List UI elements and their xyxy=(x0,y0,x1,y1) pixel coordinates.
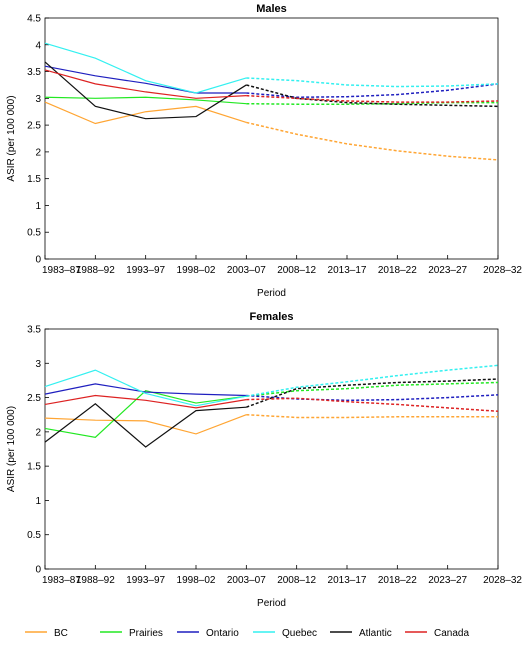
x-tick-label: 1998–02 xyxy=(177,575,216,586)
plot-frame xyxy=(44,328,499,570)
x-tick-label: 2023–27 xyxy=(428,575,467,586)
series-line-bc-projected xyxy=(246,121,499,161)
x-tick-label: 1993–97 xyxy=(126,265,165,276)
y-tick-label: 0.5 xyxy=(27,530,41,541)
x-tick-label: 2028–32 xyxy=(483,265,522,276)
series-line-ontario-observed xyxy=(44,383,247,397)
y-tick-label: 4 xyxy=(35,40,41,51)
series-line-canada-projected xyxy=(246,397,499,413)
y-tick-label: 3 xyxy=(35,94,41,105)
x-tick-label: 2008–12 xyxy=(277,265,316,276)
chart-title: Males xyxy=(256,3,287,15)
y-tick-label: 2.5 xyxy=(27,121,41,132)
plot-frame xyxy=(44,17,499,260)
y-tick-label: 2 xyxy=(35,427,41,438)
series-line-bc-projected xyxy=(246,413,498,419)
x-tick-label: 1983–87 xyxy=(42,575,81,586)
x-axis-title: Period xyxy=(257,598,286,609)
x-tick-label: 1988–92 xyxy=(76,265,115,276)
series-line-atlantic-observed xyxy=(44,402,247,448)
series-line-bc-observed xyxy=(44,101,247,125)
x-tick-label: 1988–92 xyxy=(76,575,115,586)
x-tick-label: 2013–17 xyxy=(328,575,367,586)
y-tick-label: 3.5 xyxy=(27,67,41,78)
x-tick-label: 2008–12 xyxy=(277,575,316,586)
x-tick-label: 2023–27 xyxy=(428,265,467,276)
legend-label-atlantic: Atlantic xyxy=(359,628,392,639)
legend-label-ontario: Ontario xyxy=(206,628,239,639)
series-line-ontario-observed xyxy=(44,65,247,94)
chart-title: Females xyxy=(249,311,293,323)
y-tick-label: 2 xyxy=(35,147,41,158)
y-tick-label: 2.5 xyxy=(27,393,41,404)
series-line-quebec-projected xyxy=(246,77,499,88)
series-line-quebec-projected xyxy=(246,364,499,397)
x-tick-label: 2028–32 xyxy=(483,575,522,586)
legend-label-bc: BC xyxy=(54,628,68,639)
y-axis-title: ASIR (per 100 000) xyxy=(6,406,17,492)
y-tick-label: 0 xyxy=(35,565,41,576)
y-axis-title: ASIR (per 100 000) xyxy=(6,95,17,181)
legend: BC Prairies Ontario Quebec Atlantic Canada xyxy=(25,628,469,639)
y-tick-label: 1 xyxy=(35,496,41,507)
x-tick-label: 1993–97 xyxy=(126,575,165,586)
series-line-quebec-observed xyxy=(44,369,247,407)
series-line-ontario-projected xyxy=(246,394,499,402)
x-tick-label: 2013–17 xyxy=(328,265,367,276)
series-line-prairies-observed xyxy=(44,390,247,438)
series-line-prairies-projected xyxy=(246,381,499,397)
series-line-quebec-observed xyxy=(44,42,247,94)
series-line-atlantic-projected xyxy=(246,84,499,108)
y-tick-label: 1 xyxy=(35,201,41,212)
x-axis-title: Period xyxy=(257,288,286,299)
x-tick-label: 2003–07 xyxy=(227,575,266,586)
y-tick-label: 3 xyxy=(35,359,41,370)
y-tick-label: 0 xyxy=(35,255,41,266)
y-tick-label: 3.5 xyxy=(27,325,41,336)
x-tick-label: 2018–22 xyxy=(378,575,417,586)
x-tick-label: 2018–22 xyxy=(378,265,417,276)
series-line-ontario-projected xyxy=(246,83,499,99)
legend-label-quebec: Quebec xyxy=(282,628,317,639)
series-line-bc-observed xyxy=(44,414,247,435)
x-tick-label: 1998–02 xyxy=(177,265,216,276)
y-tick-label: 1.5 xyxy=(27,462,41,473)
x-tick-label: 1983–87 xyxy=(42,265,81,276)
x-tick-label: 2003–07 xyxy=(227,265,266,276)
series-line-canada-observed xyxy=(44,394,247,409)
legend-label-canada: Canada xyxy=(434,628,469,639)
series-line-canada-observed xyxy=(44,69,247,99)
y-tick-label: 4.5 xyxy=(27,14,41,25)
y-tick-label: 1.5 xyxy=(27,174,41,185)
legend-label-prairies: Prairies xyxy=(129,628,163,639)
series-line-atlantic-observed xyxy=(44,61,247,120)
y-tick-label: 0.5 xyxy=(27,228,41,239)
series-line-canada-projected xyxy=(246,94,499,103)
series-line-prairies-observed xyxy=(44,96,247,105)
